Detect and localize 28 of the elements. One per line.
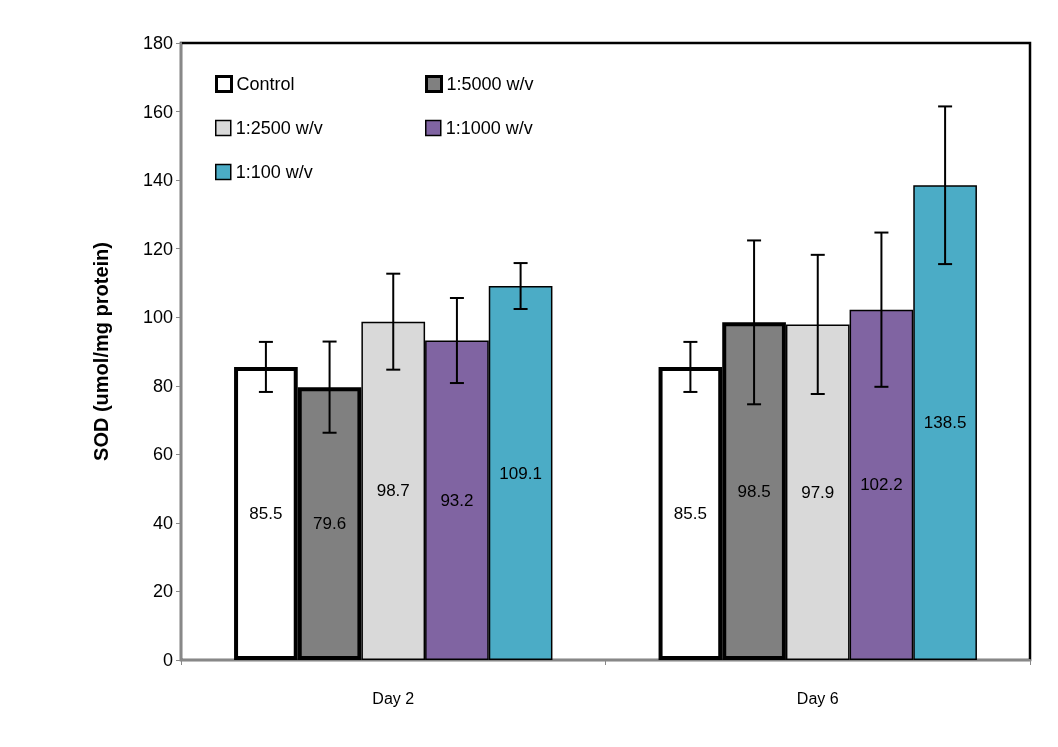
y-tick-label: 100 <box>142 307 173 328</box>
legend-label: 1:2500 w/v <box>235 118 323 138</box>
y-tick-label: 0 <box>162 650 173 670</box>
y-tick-label: 40 <box>152 512 173 533</box>
data-label: 85.5 <box>673 503 707 523</box>
y-tick-label: 180 <box>142 33 173 53</box>
x-tick-label: Day 2 <box>372 689 415 707</box>
legend-label: Control <box>236 74 295 94</box>
x-tick-label: Day 6 <box>796 689 839 707</box>
data-label: 79.6 <box>313 514 347 534</box>
data-label: 109.1 <box>499 463 542 483</box>
y-tick-label: 120 <box>142 238 173 259</box>
legend-label: 1:100 w/v <box>235 162 313 182</box>
legend-label: 1:1000 w/v <box>445 118 533 138</box>
y-axis-title: SOD (umol/mg protein) <box>90 242 112 461</box>
data-label: 85.5 <box>249 503 283 523</box>
y-tick-label: 60 <box>152 444 173 465</box>
y-tick-label: 160 <box>142 101 173 122</box>
data-label: 102.2 <box>860 475 903 495</box>
y-tick-label: 20 <box>152 581 173 602</box>
data-label: 138.5 <box>923 413 967 433</box>
y-tick-label: 80 <box>152 375 173 396</box>
data-label: 98.7 <box>376 481 410 501</box>
y-tick-label: 140 <box>142 170 173 191</box>
data-label: 98.5 <box>737 481 771 501</box>
data-label: 93.2 <box>440 490 474 510</box>
data-label: 97.9 <box>801 482 835 502</box>
legend-label: 1:5000 w/v <box>446 74 534 94</box>
